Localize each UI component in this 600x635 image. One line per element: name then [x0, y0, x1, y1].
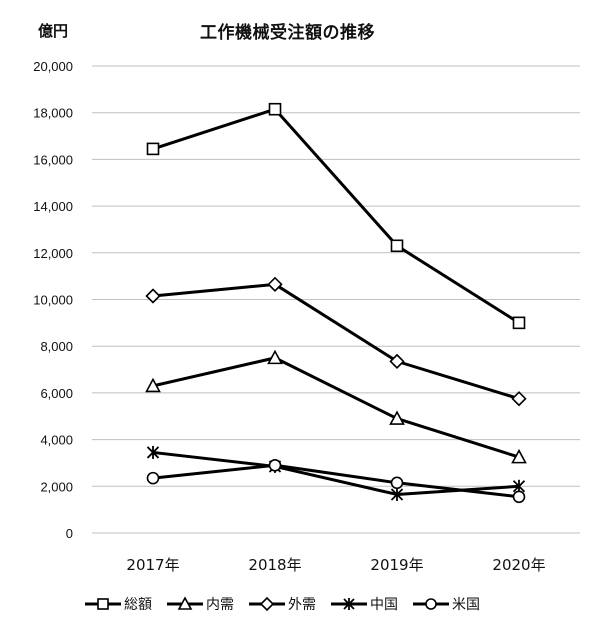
data-point-1-0 — [145, 377, 161, 393]
legend-item: 総額 — [84, 594, 152, 614]
y-tick-label: 12,000 — [33, 246, 73, 261]
series-line-1 — [152, 356, 520, 459]
data-point-1-3 — [511, 448, 527, 464]
legend-marker — [343, 598, 355, 610]
data-point-1-1 — [267, 349, 283, 365]
y-tick-label: 2,000 — [40, 479, 73, 494]
legend-label: 総額 — [124, 597, 152, 613]
y-tick-label: 20,000 — [33, 59, 73, 74]
series-line-2 — [152, 282, 520, 401]
legend-marker — [97, 598, 109, 610]
data-point-0-0 — [146, 142, 160, 156]
legend-marker — [425, 598, 437, 610]
y-tick-label: 0 — [66, 526, 73, 541]
data-point-2-1 — [267, 276, 283, 292]
data-point-2-3 — [511, 391, 527, 407]
y-tick-label: 8,000 — [40, 339, 73, 354]
legend-marker — [259, 596, 275, 612]
legend-item: 米国 — [412, 594, 480, 614]
data-point-0-3 — [512, 316, 526, 330]
legend-item: 内需 — [166, 594, 234, 614]
data-point-4-0 — [146, 471, 160, 485]
legend-symbol-asterisk — [331, 598, 367, 610]
x-tick-label: 2019年 — [370, 556, 423, 574]
y-axis-unit-label: 億円 — [38, 22, 69, 40]
legend-item: 外需 — [248, 594, 316, 614]
legend-item: 中国 — [330, 594, 398, 614]
x-tick-label: 2020年 — [492, 556, 545, 574]
data-point-0-2 — [390, 239, 404, 253]
line-chart: 0 2,000 4,000 6,000 8,000 10,000 12,000 14,000 1… — [33, 59, 580, 574]
legend-label: 内需 — [206, 597, 234, 613]
data-point-3-2 — [390, 487, 404, 501]
legend-label: 中国 — [370, 597, 398, 613]
chart-title: 工作機械受注額の推移 — [200, 23, 375, 43]
y-tick-label: 16,000 — [33, 152, 73, 167]
y-tick-label: 6,000 — [40, 386, 73, 401]
legend-symbol-square — [85, 598, 121, 610]
y-tick-label: 10,000 — [33, 293, 73, 308]
y-tick-label: 4,000 — [40, 433, 73, 448]
data-point-4-3 — [512, 490, 526, 504]
legend-label: 外需 — [288, 597, 316, 613]
data-point-0-1 — [268, 102, 282, 116]
data-point-4-1 — [268, 458, 282, 472]
x-tick-label: 2017年 — [126, 556, 179, 574]
legend-marker — [177, 596, 193, 610]
x-tick-label: 2018年 — [248, 556, 301, 574]
data-point-4-2 — [390, 476, 404, 490]
legend-symbol-circle — [413, 598, 449, 610]
legend-symbol-diamond — [249, 596, 285, 612]
legend-label: 米国 — [452, 597, 480, 613]
legend-symbol-triangle — [167, 596, 203, 610]
series-line-4 — [152, 463, 520, 499]
series-line-0 — [152, 107, 520, 325]
data-point-3-0 — [146, 445, 160, 459]
data-point-2-2 — [389, 353, 405, 370]
data-point-1-2 — [389, 410, 405, 425]
data-point-2-0 — [145, 288, 161, 304]
y-tick-label: 14,000 — [33, 199, 73, 214]
y-tick-label: 18,000 — [33, 106, 73, 121]
chart-legend: 総額 内需 外需 中国 米国 — [84, 594, 480, 614]
